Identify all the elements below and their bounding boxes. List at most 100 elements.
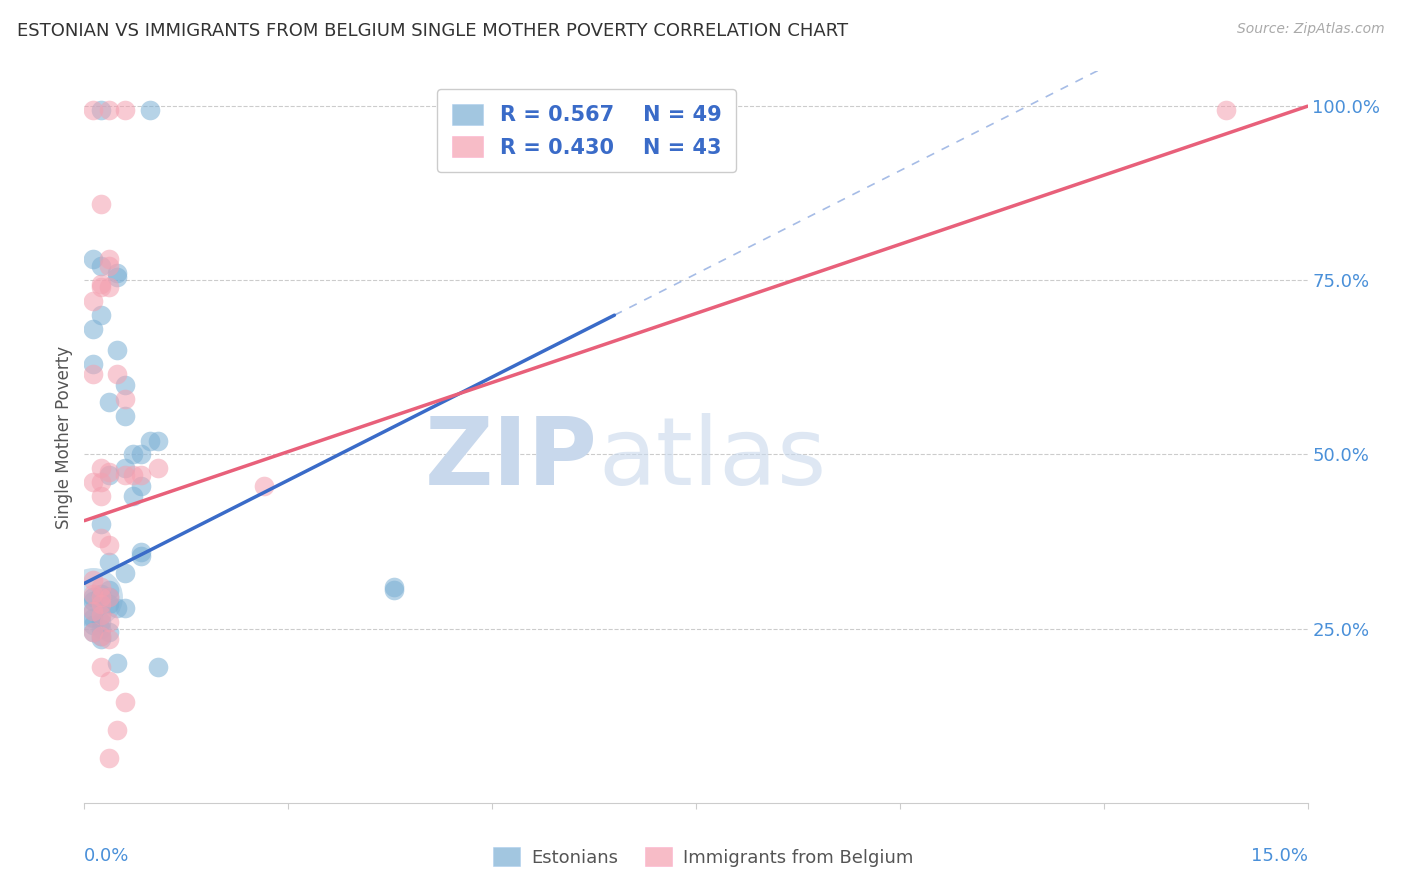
Point xyxy=(90,629,112,643)
Point xyxy=(253,479,276,493)
Point xyxy=(382,583,405,598)
Point xyxy=(97,591,120,605)
Point xyxy=(82,604,104,618)
Point xyxy=(90,280,112,294)
Point xyxy=(82,587,104,601)
Point xyxy=(146,434,169,448)
Text: 15.0%: 15.0% xyxy=(1250,847,1308,864)
Point xyxy=(82,625,104,640)
Point xyxy=(114,695,136,709)
Point xyxy=(105,723,128,737)
Point xyxy=(146,461,169,475)
Point xyxy=(97,750,120,764)
Point xyxy=(97,673,120,688)
Point xyxy=(82,368,104,382)
Point xyxy=(131,479,153,493)
Point xyxy=(97,615,120,629)
Point xyxy=(114,461,136,475)
Point xyxy=(90,597,112,611)
Point xyxy=(97,538,120,552)
Y-axis label: Single Mother Poverty: Single Mother Poverty xyxy=(55,345,73,529)
Point xyxy=(105,343,128,357)
Point xyxy=(114,566,136,580)
Point xyxy=(90,607,112,622)
Point xyxy=(131,468,153,483)
Point xyxy=(90,277,112,291)
Point xyxy=(90,597,112,611)
Point xyxy=(82,618,104,632)
Text: ZIP: ZIP xyxy=(425,413,598,505)
Point xyxy=(82,611,104,625)
Point xyxy=(114,409,136,424)
Point xyxy=(131,549,153,563)
Point xyxy=(122,448,145,462)
Point xyxy=(82,357,104,371)
Point xyxy=(105,269,128,284)
Text: atlas: atlas xyxy=(598,413,827,505)
Point xyxy=(90,587,112,601)
Point xyxy=(90,517,112,532)
Point xyxy=(114,468,136,483)
Text: ESTONIAN VS IMMIGRANTS FROM BELGIUM SINGLE MOTHER POVERTY CORRELATION CHART: ESTONIAN VS IMMIGRANTS FROM BELGIUM SING… xyxy=(17,22,848,40)
Point xyxy=(97,632,120,646)
Point xyxy=(90,196,112,211)
Point xyxy=(90,615,112,629)
Point xyxy=(82,252,104,267)
Point xyxy=(122,468,145,483)
Point xyxy=(82,594,104,608)
Point xyxy=(97,625,120,640)
Text: 0.0%: 0.0% xyxy=(84,847,129,864)
Point xyxy=(114,103,136,117)
Point xyxy=(82,591,104,605)
Point xyxy=(90,260,112,274)
Point xyxy=(1215,103,1237,117)
Point xyxy=(122,489,145,503)
Point xyxy=(97,583,120,598)
Point xyxy=(97,280,120,294)
Point xyxy=(97,597,120,611)
Point xyxy=(82,103,104,117)
Point xyxy=(82,625,104,640)
Point xyxy=(97,468,120,483)
Point xyxy=(82,604,104,618)
Point xyxy=(90,308,112,322)
Point xyxy=(82,322,104,336)
Point xyxy=(97,252,120,267)
Text: Source: ZipAtlas.com: Source: ZipAtlas.com xyxy=(1237,22,1385,37)
Point xyxy=(90,622,112,636)
Legend: R = 0.567    N = 49, R = 0.430    N = 43: R = 0.567 N = 49, R = 0.430 N = 43 xyxy=(437,89,737,172)
Point xyxy=(97,591,120,605)
Point xyxy=(131,448,153,462)
Point xyxy=(97,260,120,274)
Point xyxy=(105,368,128,382)
Point xyxy=(90,607,112,622)
Point xyxy=(382,580,405,594)
Point xyxy=(105,657,128,671)
Legend: Estonians, Immigrants from Belgium: Estonians, Immigrants from Belgium xyxy=(485,840,921,874)
Point xyxy=(90,461,112,475)
Point xyxy=(90,660,112,674)
Point xyxy=(90,103,112,117)
Point xyxy=(146,660,169,674)
Point xyxy=(114,392,136,406)
Point xyxy=(90,580,112,594)
Point xyxy=(90,475,112,490)
Point xyxy=(90,531,112,545)
Point xyxy=(90,591,112,605)
Point xyxy=(114,377,136,392)
Point xyxy=(131,545,153,559)
Point xyxy=(97,465,120,479)
Point xyxy=(90,632,112,646)
Point xyxy=(82,591,104,605)
Point xyxy=(97,556,120,570)
Point xyxy=(114,600,136,615)
Point xyxy=(90,489,112,503)
Point xyxy=(138,434,160,448)
Point xyxy=(97,395,120,409)
Point xyxy=(82,475,104,490)
Point xyxy=(105,266,128,280)
Point xyxy=(90,629,112,643)
Point xyxy=(82,294,104,309)
Point xyxy=(138,103,160,117)
Point xyxy=(105,600,128,615)
